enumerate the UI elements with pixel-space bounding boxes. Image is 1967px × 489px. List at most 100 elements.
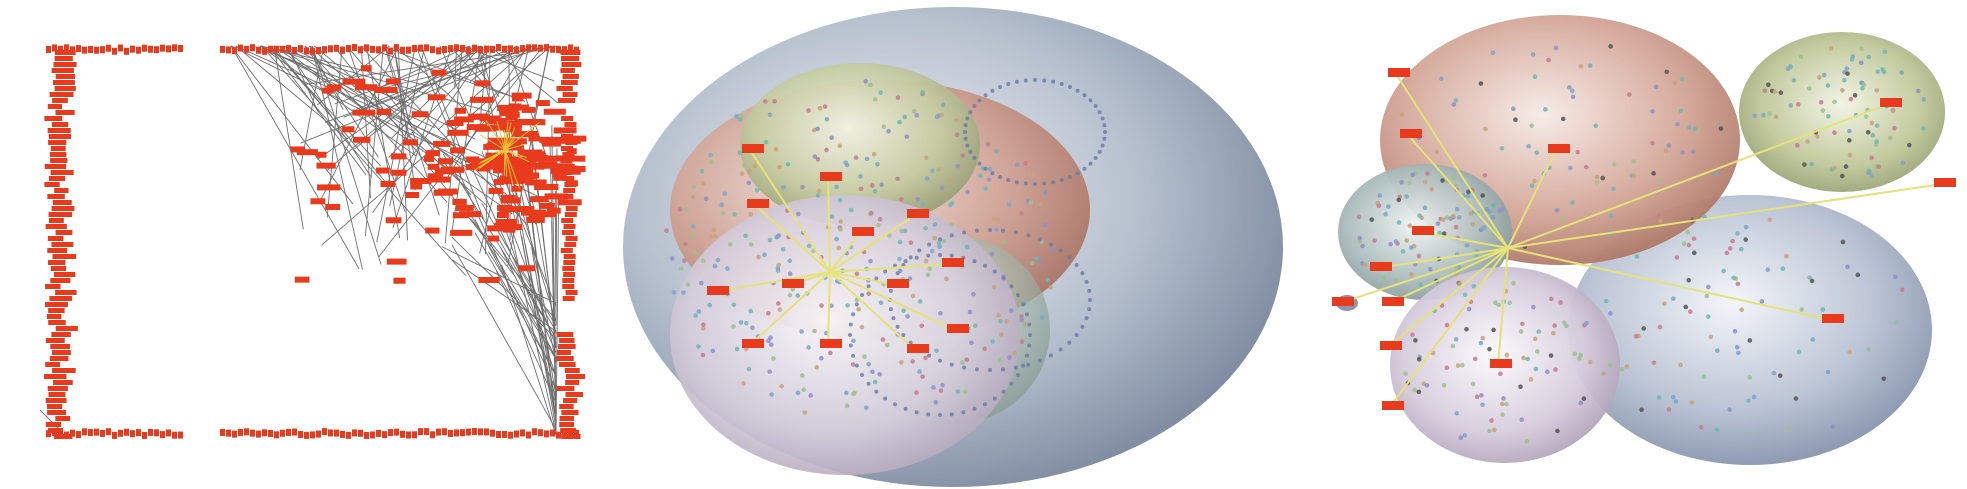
node-dot <box>1399 179 1404 185</box>
boundary-node <box>49 152 67 157</box>
boundary-node <box>55 110 75 115</box>
ring-dot <box>972 259 977 264</box>
boundary-node <box>142 44 147 52</box>
node-dot <box>1735 281 1741 287</box>
node-dot <box>731 302 737 308</box>
cluster-node <box>380 180 396 187</box>
node-dot <box>964 244 970 250</box>
hub-node <box>907 344 929 353</box>
ring-dot <box>893 402 897 407</box>
boundary-node <box>352 429 357 437</box>
node-dot <box>1441 382 1447 388</box>
boundary-node <box>328 45 333 53</box>
boundary-node <box>55 326 78 331</box>
boundary-node <box>382 44 387 52</box>
node-dot <box>1662 301 1667 307</box>
boundary-node <box>49 296 73 301</box>
node-dot <box>941 238 947 244</box>
boundary-node <box>45 302 68 307</box>
cluster-node <box>542 140 562 147</box>
node-dot <box>1480 402 1485 408</box>
cluster-node <box>326 84 342 91</box>
node-dot <box>1844 66 1850 71</box>
boundary-node <box>124 428 129 436</box>
boundary-node <box>563 272 576 277</box>
node-dot <box>868 82 873 88</box>
ring-dot <box>1013 230 1018 235</box>
node-dot <box>1876 164 1882 170</box>
ring-dot <box>972 104 977 108</box>
node-dot <box>806 345 811 350</box>
boundary-node <box>286 428 291 436</box>
boundary-node <box>44 116 63 121</box>
node-dot <box>1362 262 1368 267</box>
ring-dot <box>949 233 954 238</box>
ring-dot <box>1088 98 1093 103</box>
node-dot <box>1820 108 1826 113</box>
node-dot <box>799 329 804 334</box>
cluster-node <box>294 276 310 283</box>
cluster-node <box>506 109 519 116</box>
cluster-node <box>509 103 522 110</box>
ring-dot <box>1084 316 1089 321</box>
boundary-node <box>46 45 51 53</box>
ring-dot <box>895 324 900 329</box>
ring-dot <box>908 255 913 260</box>
node-dot <box>1893 320 1899 325</box>
boundary-node <box>238 44 243 52</box>
node-dot <box>787 258 793 264</box>
node-dot <box>1558 300 1563 305</box>
node-dot <box>971 291 976 297</box>
edge <box>451 259 557 332</box>
node-dot <box>1037 259 1043 264</box>
ring-dot <box>1009 284 1014 289</box>
node-dot <box>1832 165 1837 171</box>
cluster-node <box>555 137 581 144</box>
node-dot <box>1842 77 1847 83</box>
hub-edge <box>1507 149 1557 249</box>
node-dot <box>844 390 849 396</box>
node-dot <box>1464 326 1469 332</box>
ring-dot <box>1021 302 1026 307</box>
boundary-node <box>406 46 411 54</box>
node-dot <box>1892 125 1897 131</box>
cluster-node <box>497 204 513 211</box>
cluster-node <box>440 166 464 173</box>
edge <box>304 45 448 203</box>
boundary-node <box>550 45 555 53</box>
ring-dot <box>990 88 995 93</box>
node-dot <box>1518 329 1524 334</box>
node-dot <box>817 105 823 111</box>
cluster-node <box>560 155 586 162</box>
boundary-node <box>45 398 67 403</box>
cluster-node <box>566 148 577 155</box>
node-dot <box>1890 108 1896 114</box>
node-dot <box>939 112 944 118</box>
node-dot <box>1491 203 1496 208</box>
ring-dot <box>998 84 1002 89</box>
node-dot <box>930 168 935 174</box>
node-dot <box>1633 334 1639 339</box>
boundary-node <box>47 104 62 109</box>
boundary-node <box>442 428 447 436</box>
cluster-node <box>503 121 523 128</box>
node-dot <box>1861 82 1867 87</box>
cluster-node <box>520 169 534 176</box>
node-dot <box>1481 225 1487 231</box>
node-dot <box>925 272 931 278</box>
node-dot <box>845 303 850 308</box>
node-dot <box>1818 99 1824 105</box>
node-dot <box>1048 285 1054 290</box>
node-dot <box>938 388 944 393</box>
node-dot <box>1441 217 1446 223</box>
node-dot <box>767 369 773 374</box>
boundary-node <box>328 429 333 437</box>
edge <box>230 45 360 270</box>
node-dot <box>1357 239 1363 244</box>
node-dot <box>1843 164 1849 169</box>
node-dot <box>1815 134 1820 139</box>
node-dot <box>812 154 818 159</box>
node-dot <box>741 163 747 168</box>
cluster-node <box>386 78 400 85</box>
cluster-node <box>475 80 491 87</box>
